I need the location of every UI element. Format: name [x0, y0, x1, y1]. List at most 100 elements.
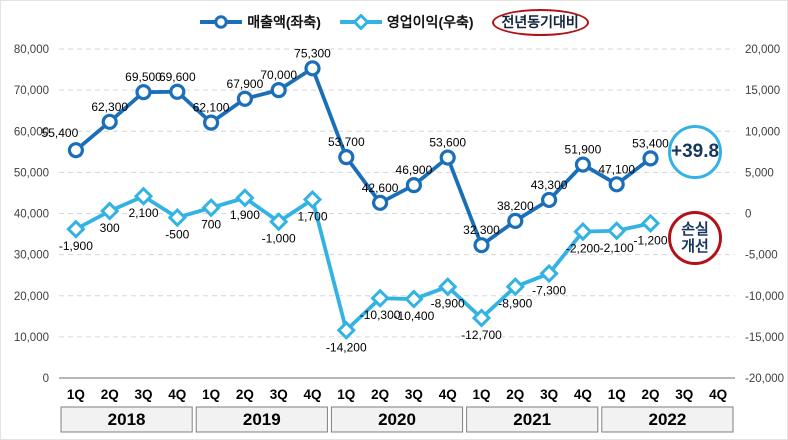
profit-point	[66, 219, 86, 239]
profit-value-label: -1,000	[262, 232, 296, 246]
yoy-highlight-ellipse: 전년동기대비	[491, 8, 589, 36]
quarter-label: 3Q	[675, 387, 693, 402]
profit-value-label: -12,700	[461, 328, 502, 342]
profit-point	[133, 186, 154, 206]
revenue-point	[135, 84, 152, 101]
profit-point	[640, 213, 661, 233]
left-axis-tick-label: 0	[43, 373, 49, 385]
profit-value-label: -8,900	[498, 297, 532, 311]
profit-point	[201, 198, 221, 218]
revenue-point	[67, 142, 85, 159]
revenue-point	[473, 237, 490, 254]
revenue-value-label: 38,200	[497, 199, 534, 213]
revenue-point	[405, 177, 422, 194]
quarter-label: 4Q	[439, 387, 457, 402]
quarter-label: 1Q	[337, 387, 355, 402]
quarter-label: 3Q	[405, 387, 423, 402]
right-axis-tick-label: -15,000	[745, 332, 784, 344]
profit-series-marker-icon	[339, 14, 382, 30]
profit-point	[167, 207, 187, 228]
profit-point	[370, 288, 390, 308]
revenue-point	[642, 150, 659, 167]
profit-point	[505, 277, 525, 297]
revenue-value-label: 62,100	[193, 101, 230, 115]
revenue-value-label: 51,900	[565, 143, 602, 157]
year-band	[601, 406, 734, 433]
right-axis-tick-label: 20,000	[745, 44, 780, 56]
year-band	[195, 406, 328, 433]
right-axis-tick-label: 15,000	[745, 85, 780, 97]
quarter-label: 4Q	[168, 387, 186, 402]
revenue-point	[372, 194, 389, 211]
right-axis-tick-label: -20,000	[745, 373, 784, 385]
loss-annotation-line1: 손실	[681, 220, 709, 238]
profit-value-label: -500	[165, 228, 189, 242]
quarter-label: 1Q	[67, 387, 85, 402]
quarter-label: 2Q	[371, 387, 389, 402]
legend-revenue-label: 매출액(좌축)	[247, 14, 321, 30]
profit-value-label: -7,300	[532, 284, 566, 298]
revenue-value-label: 69,600	[159, 70, 196, 84]
year-label: 2022	[648, 410, 686, 429]
revenue-point	[574, 156, 592, 173]
revenue-value-label: 47,100	[598, 162, 635, 176]
profit-point	[471, 308, 492, 328]
legend-yoy-label: 전년동기대비	[501, 13, 579, 30]
profit-point	[100, 201, 120, 221]
revenue-value-label: 75,300	[294, 46, 331, 60]
quarter-label: 3Q	[540, 387, 558, 402]
loss-improvement-annotation-badge: 손실 개선	[668, 211, 722, 265]
year-band	[330, 406, 464, 433]
revenue-point	[608, 176, 625, 193]
revenue-point	[101, 113, 118, 130]
revenue-point	[338, 149, 355, 166]
revenue-point	[507, 212, 524, 230]
left-axis-tick-label: 50,000	[14, 167, 49, 179]
revenue-value-label: 43,300	[531, 178, 568, 192]
profit-point	[573, 221, 593, 242]
profit-value-label: -2,100	[600, 241, 634, 255]
right-axis-tick-label: 0	[745, 209, 751, 221]
legend-item-profit: 영업이익(우축)	[339, 12, 474, 32]
quarter-label: 4Q	[574, 387, 592, 402]
left-axis-tick-label: 30,000	[14, 250, 49, 262]
left-axis-tick-label: 80,000	[14, 44, 49, 56]
left-axis-tick-label: 60,000	[14, 126, 49, 138]
year-band	[60, 406, 193, 433]
profit-point	[336, 320, 356, 340]
revenue-point	[169, 83, 186, 100]
revenue-value-label: 32,300	[463, 223, 500, 237]
year-label: 2019	[243, 410, 281, 429]
profit-point	[438, 277, 458, 297]
quarter-label: 4Q	[303, 387, 321, 402]
revenue-point	[304, 60, 321, 77]
revenue-value-label: 53,600	[429, 136, 466, 150]
year-band	[466, 406, 599, 433]
revenue-value-label: 70,000	[260, 68, 297, 82]
profit-value-label: 300	[100, 221, 120, 235]
profit-point	[539, 263, 559, 284]
left-axis-tick-label: 10,000	[14, 332, 49, 344]
revenue-value-label: 62,300	[91, 100, 128, 114]
right-axis-tick-label: 10,000	[745, 126, 780, 138]
quarter-label: 2Q	[236, 387, 254, 402]
revenue-point	[203, 114, 220, 131]
profit-value-label: 2,100	[128, 206, 158, 220]
quarter-label: 2Q	[641, 387, 659, 402]
loss-annotation-line2: 개선	[681, 238, 709, 255]
right-axis-tick-label: 5,000	[745, 167, 774, 179]
quarter-label: 2Q	[506, 387, 524, 402]
profit-point	[404, 289, 424, 309]
right-axis-tick-label: -10,000	[745, 291, 784, 303]
quarter-label: 1Q	[608, 387, 626, 402]
revenue-point	[540, 191, 558, 209]
year-label: 2021	[513, 410, 551, 429]
quarter-label: 3Q	[134, 387, 152, 402]
profit-value-label: 1,900	[230, 208, 260, 222]
profit-point	[607, 221, 627, 241]
growth-annotation-value: +39.8	[670, 141, 720, 162]
profit-value-label: -1,200	[633, 233, 667, 247]
left-axis-tick-label: 40,000	[14, 209, 49, 221]
revenue-point	[439, 149, 456, 166]
